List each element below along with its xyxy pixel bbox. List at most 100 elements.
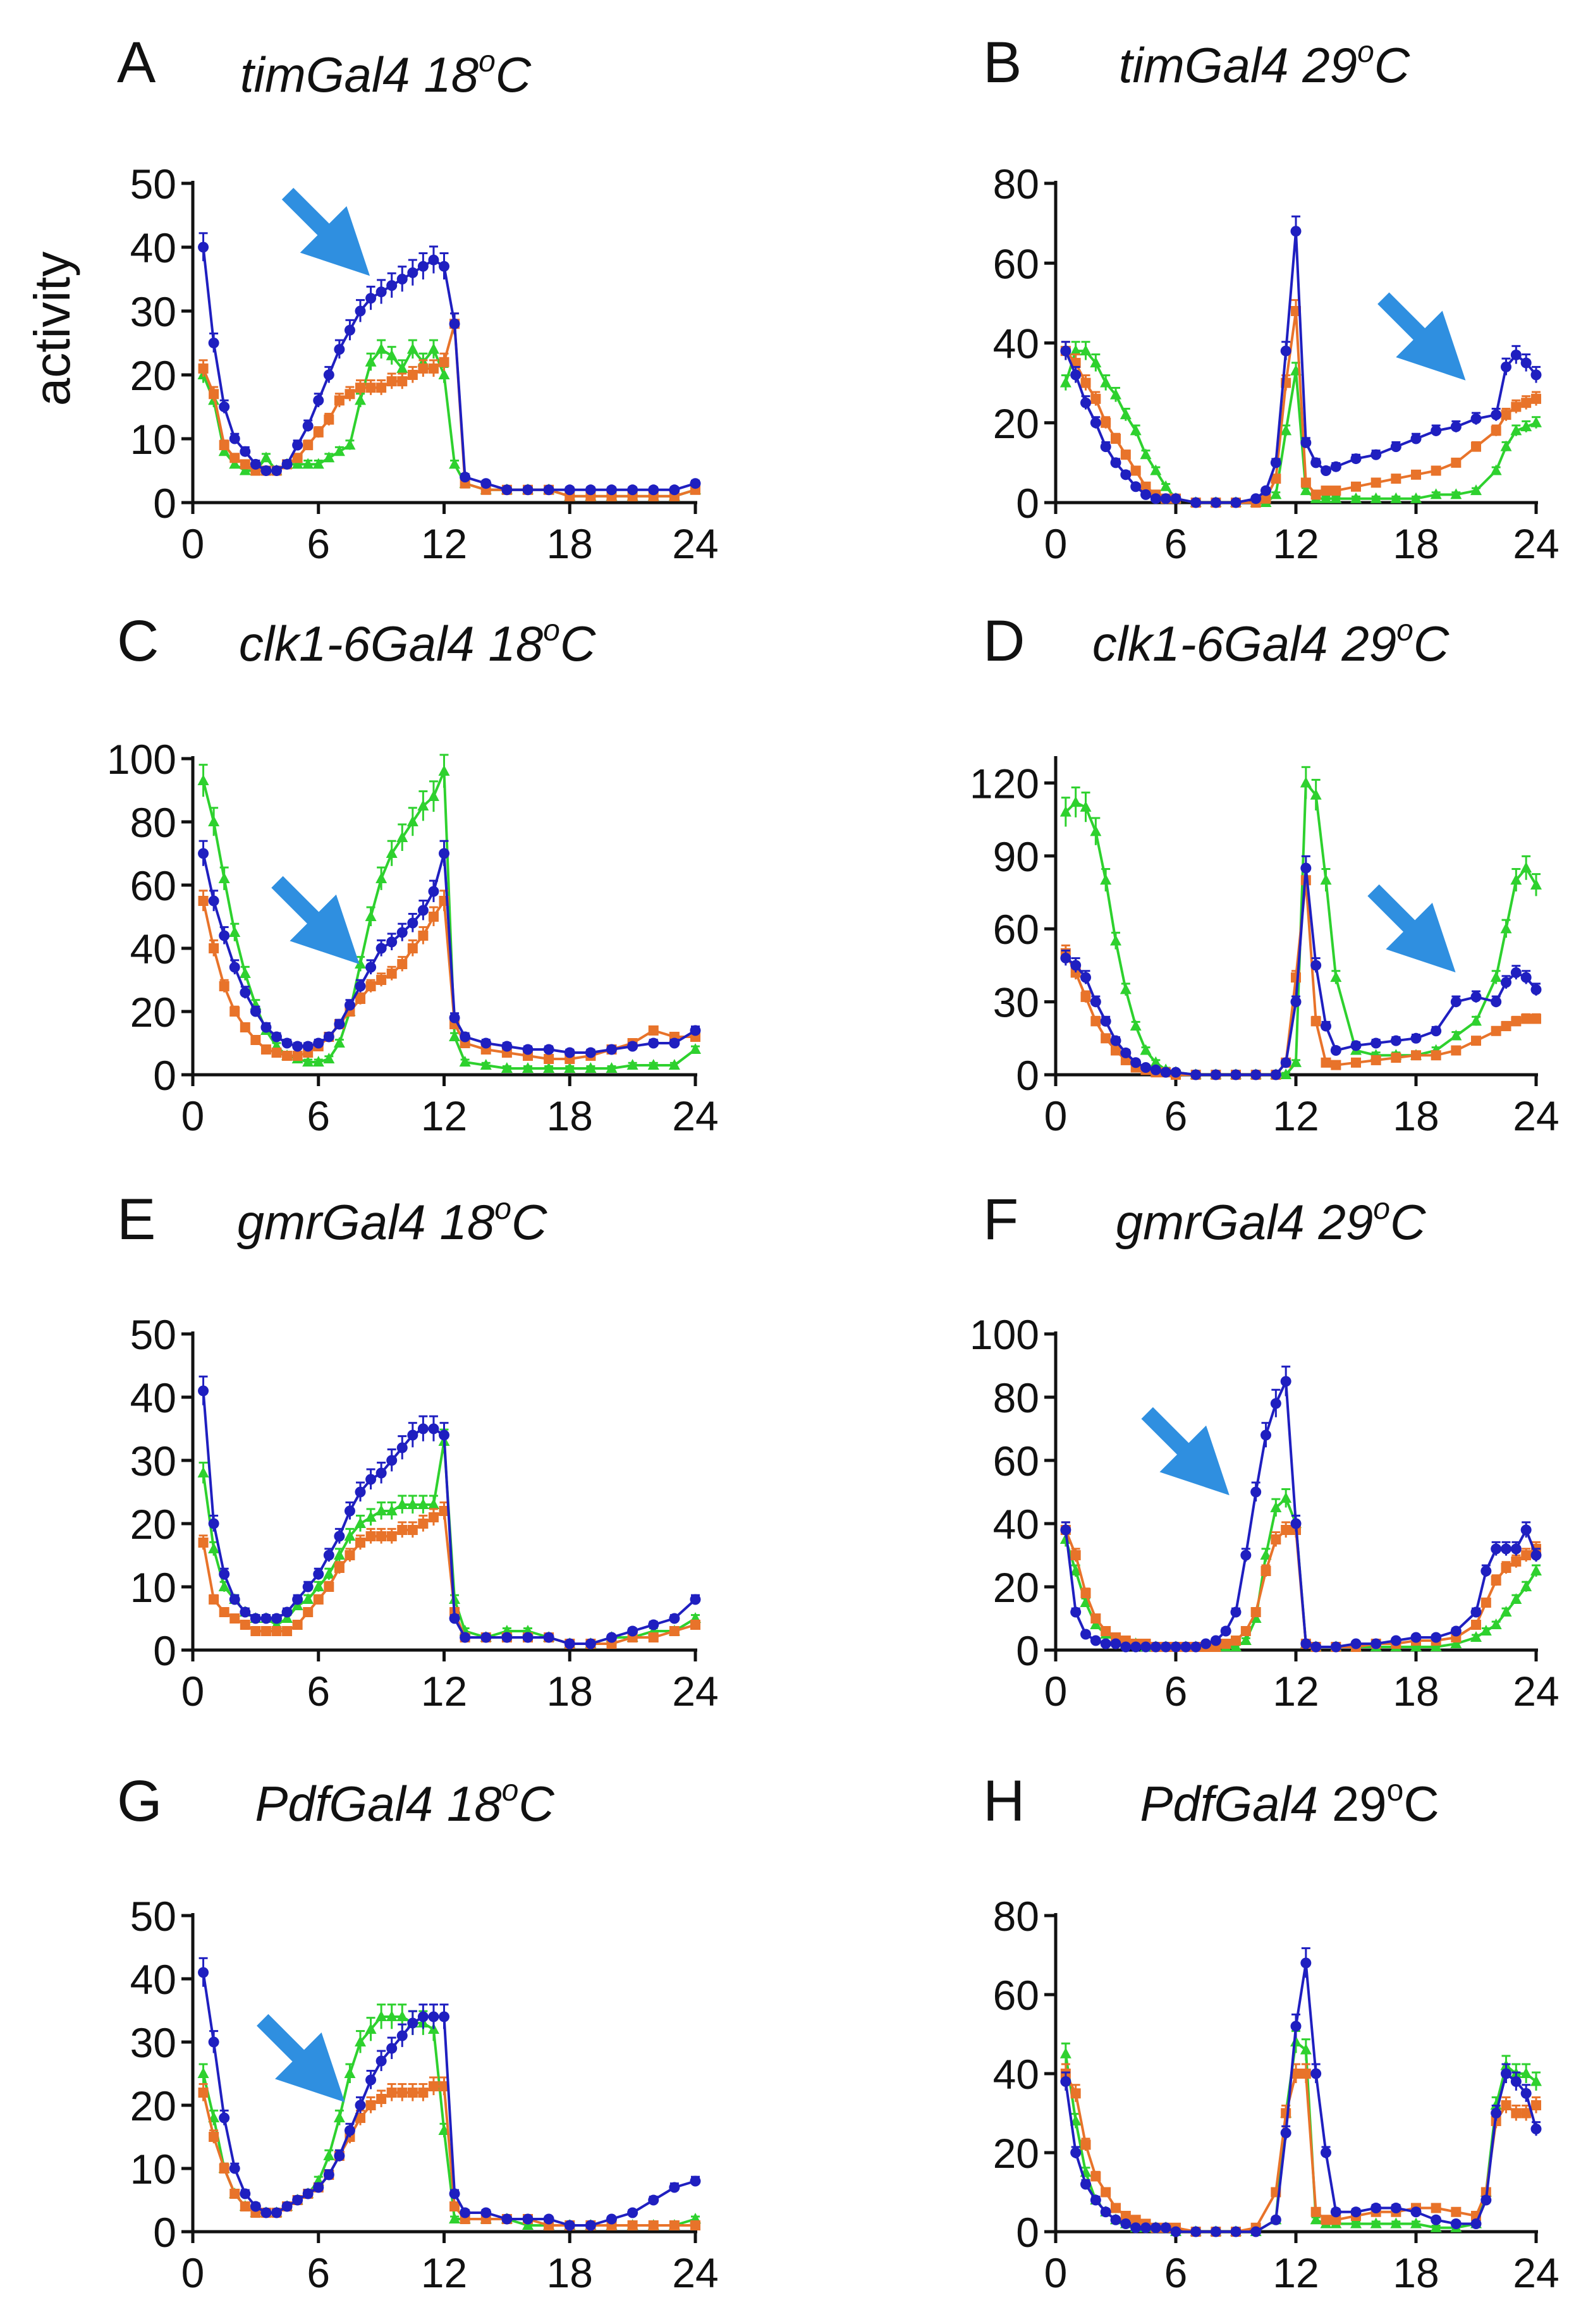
data-point xyxy=(1101,441,1111,452)
data-point xyxy=(1100,377,1111,388)
data-point xyxy=(219,1569,229,1580)
data-point xyxy=(1471,1607,1482,1618)
data-point xyxy=(1111,457,1121,468)
data-point xyxy=(365,1474,376,1485)
data-point xyxy=(585,1639,596,1649)
y-tick-label: 40 xyxy=(130,926,176,972)
data-point xyxy=(1070,370,1081,381)
data-point xyxy=(407,2018,418,2029)
data-point xyxy=(240,2189,250,2199)
series-green xyxy=(1060,2031,1542,2236)
data-point xyxy=(345,389,355,399)
data-point xyxy=(1451,996,1462,1007)
data-point xyxy=(376,2094,386,2104)
y-tick-label: 10 xyxy=(130,416,176,463)
data-point xyxy=(627,1041,638,1052)
data-point xyxy=(209,896,219,907)
y-tick-label: 80 xyxy=(993,1374,1039,1421)
data-point xyxy=(669,1626,680,1636)
data-point xyxy=(387,376,397,386)
panel-letter-b: B xyxy=(983,30,1022,95)
data-point xyxy=(271,2208,282,2218)
data-point xyxy=(250,2201,261,2212)
data-point xyxy=(1111,1639,1121,1649)
data-point xyxy=(240,1022,250,1032)
data-point xyxy=(282,1626,292,1636)
series-green xyxy=(198,340,701,501)
y-tick-label: 60 xyxy=(993,1438,1039,1484)
data-point xyxy=(1471,1620,1481,1630)
data-point xyxy=(1261,1430,1271,1441)
data-point xyxy=(376,943,387,954)
x-tick-label: 0 xyxy=(1044,520,1068,567)
data-point xyxy=(397,376,407,386)
data-point xyxy=(690,2176,701,2187)
data-point xyxy=(1271,457,1281,468)
data-point xyxy=(1231,498,1242,508)
data-point xyxy=(449,2189,460,2199)
data-point xyxy=(314,1594,324,1605)
data-point xyxy=(229,2189,240,2199)
data-point xyxy=(690,1620,700,1630)
y-tick-label: 120 xyxy=(970,760,1039,807)
data-point xyxy=(1451,1046,1461,1056)
x-tick-label: 6 xyxy=(1164,1092,1188,1139)
data-point xyxy=(271,1613,282,1624)
x-tick-label: 0 xyxy=(1044,1092,1068,1139)
data-point xyxy=(240,1607,250,1618)
panel-title-degree: o xyxy=(479,45,496,78)
data-point xyxy=(1291,1519,1302,1529)
data-point xyxy=(387,2088,397,2098)
data-point xyxy=(366,1531,376,1541)
data-point xyxy=(1480,1566,1491,1577)
data-point xyxy=(1071,1550,1081,1560)
x-tick-label: 12 xyxy=(421,520,467,567)
data-point xyxy=(219,2163,229,2174)
data-point xyxy=(209,2037,219,2048)
data-point xyxy=(1511,967,1522,978)
y-tick-label: 30 xyxy=(130,1438,176,1484)
data-point xyxy=(1321,1058,1331,1068)
data-point xyxy=(1281,1525,1291,1535)
data-point xyxy=(240,2201,250,2211)
data-point xyxy=(439,1430,449,1441)
data-point xyxy=(250,1035,260,1045)
data-point xyxy=(355,382,365,393)
data-point xyxy=(250,1626,260,1636)
data-point xyxy=(386,280,397,291)
data-point xyxy=(334,1531,345,1542)
x-tick-label: 0 xyxy=(181,1668,205,1715)
data-point xyxy=(1281,2127,1291,2138)
data-point xyxy=(1511,1016,1521,1026)
x-tick-label: 6 xyxy=(307,1092,330,1139)
data-point xyxy=(1080,972,1091,983)
data-point xyxy=(1471,991,1482,1002)
y-tick-label: 20 xyxy=(130,989,176,1036)
panel-g: G PdfGal4 18oC010203040500 6 12 18 24 xyxy=(117,1769,719,2296)
data-point xyxy=(1151,493,1161,504)
panel-title-temp: 29 xyxy=(1317,1194,1373,1250)
data-point xyxy=(1090,2195,1101,2206)
y-tick-label: 20 xyxy=(993,400,1039,447)
data-point xyxy=(1311,489,1321,499)
series-line-blue xyxy=(1066,1381,1536,1647)
data-point xyxy=(1140,1642,1151,1653)
x-tick-label: 12 xyxy=(1273,1668,1319,1715)
data-point xyxy=(1310,2069,1321,2079)
data-point xyxy=(1090,1016,1101,1026)
data-point xyxy=(449,1013,460,1024)
x-tick-label: 18 xyxy=(1393,2249,1439,2296)
data-point xyxy=(501,1041,512,1052)
data-point xyxy=(1411,1033,1422,1044)
series-blue xyxy=(198,1376,700,1649)
data-point xyxy=(1090,394,1101,404)
x-tick-label: 0 xyxy=(1044,2249,1068,2296)
x-tick-label: 0 xyxy=(1044,1668,1068,1715)
data-point xyxy=(1090,2172,1101,2182)
series-orange xyxy=(1061,2064,1541,2237)
data-point xyxy=(1291,226,1302,236)
arrow-annotation xyxy=(1147,1413,1209,1474)
data-point xyxy=(1331,2206,1341,2217)
y-tick-label: 90 xyxy=(993,833,1039,880)
data-point xyxy=(480,478,491,489)
